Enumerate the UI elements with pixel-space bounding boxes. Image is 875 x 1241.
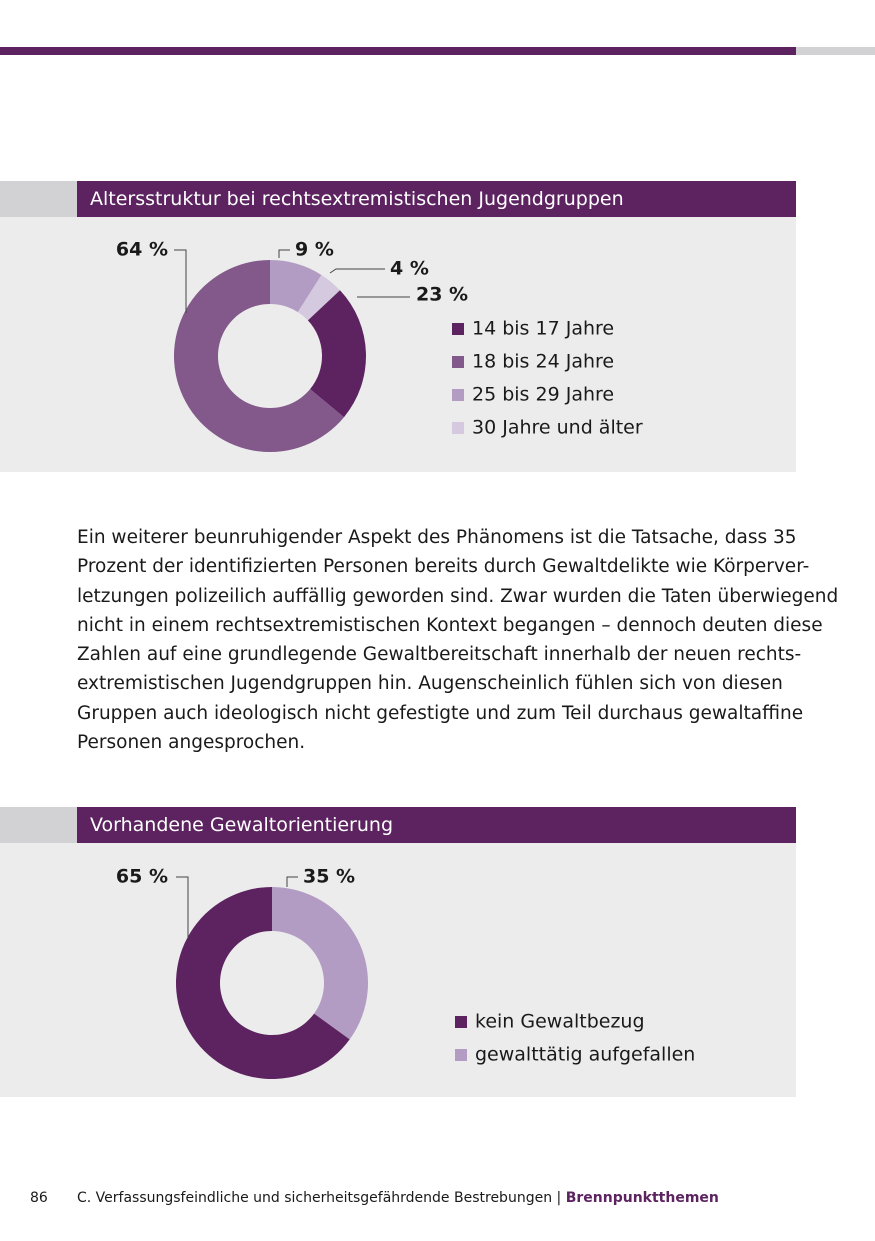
- text-line: nicht in einem rechtsextremistischen Kon…: [77, 614, 823, 636]
- data-label: 23 %: [416, 284, 468, 306]
- paragraph: Ein weiterer beunruhigender Aspekt des P…: [77, 523, 839, 757]
- legend-label: 25 bis 29 Jahre: [472, 384, 614, 406]
- separator: |: [556, 1190, 562, 1206]
- donut-slice: [175, 887, 350, 1079]
- chart-box: [0, 807, 796, 1097]
- chart-title: Altersstruktur bei rechtsextremistischen…: [77, 181, 796, 217]
- leader-line: [286, 876, 298, 887]
- legend-label: 18 bis 24 Jahre: [472, 351, 614, 373]
- legend-label: gewalttätig aufgefallen: [475, 1044, 695, 1066]
- leader-line: [329, 268, 385, 274]
- text-line: Ein weiterer beunruhigender Aspekt des P…: [77, 527, 797, 548]
- legend-swatch: [455, 1049, 467, 1061]
- leader-line: [278, 249, 290, 258]
- donut-slice: [297, 274, 340, 321]
- data-label: 35 %: [303, 866, 355, 888]
- chart: 23 % 64 % 9 % 4 % 14 bis 17 Jahre 18 bis 24 J…: [116, 239, 643, 452]
- legend-swatch: [452, 422, 464, 434]
- text-line: Prozent der identifizierten Personen ber…: [77, 556, 810, 578]
- data-label: 64 %: [116, 239, 168, 261]
- text-line: Zahlen auf eine grundlegende Gewaltberei…: [77, 644, 802, 666]
- donut-slice: [173, 260, 344, 452]
- page-number: 86: [30, 1190, 48, 1206]
- top-rule-gray: [796, 47, 875, 55]
- text-line: Personen angesprochen.: [77, 732, 306, 754]
- legend-label: 30 Jahre und älter: [472, 417, 643, 439]
- data-label: 65 %: [116, 866, 168, 888]
- data-label: 4 %: [390, 258, 429, 280]
- topic: Brennpunktthemen: [565, 1190, 719, 1206]
- chart-box: [0, 181, 796, 472]
- title-tab: [0, 807, 77, 843]
- section: C. Verfassungsfeindliche und sicherheits…: [77, 1190, 553, 1206]
- chart-title: Vorhandene Gewaltorientierung: [77, 807, 796, 843]
- leader-line: [174, 249, 187, 313]
- title-tab: [0, 181, 77, 217]
- text-line: extremistischen Jugendgruppen hin. Augen…: [77, 673, 783, 695]
- legend-swatch: [452, 389, 464, 401]
- text-line: Gruppen auch ideologisch nicht gefestigt…: [77, 702, 804, 724]
- footer: C. Verfassungsfeindliche und sicherheits…: [77, 1190, 719, 1206]
- legend-swatch: [452, 356, 464, 368]
- legend-label: kein Gewaltbezug: [475, 1011, 645, 1033]
- donut-slice: [307, 290, 367, 418]
- text-line: letzungen polizeilich auffällig geworden…: [77, 585, 839, 607]
- chart: 65 % 35 % kein Gewaltbezug gewalttätig aufg…: [116, 866, 695, 1079]
- donut-slice: [272, 887, 368, 1040]
- top-rule: [0, 47, 796, 55]
- legend-label: 14 bis 17 Jahre: [472, 318, 614, 340]
- donut-slice: [270, 260, 322, 313]
- leader-line: [176, 876, 189, 939]
- legend-swatch: [452, 323, 464, 335]
- data-label: 9 %: [295, 239, 334, 261]
- legend-swatch: [455, 1016, 467, 1028]
